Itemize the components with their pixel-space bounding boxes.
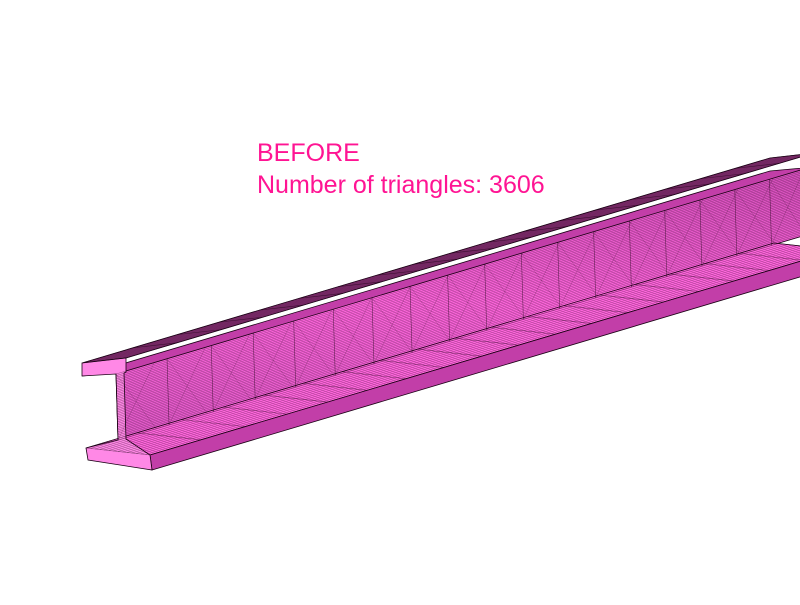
before-label: BEFORE [257,138,360,168]
triangle-count-label: Number of triangles: 3606 [257,170,545,200]
